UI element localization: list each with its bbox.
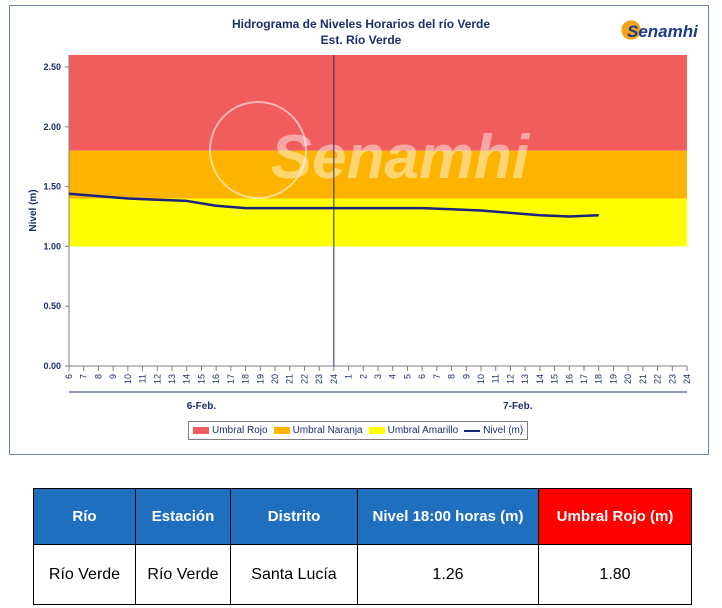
watermark-text: Senamhi bbox=[271, 123, 531, 192]
threshold-band-0 bbox=[69, 55, 687, 151]
legend-item-nivel: Nivel (m) bbox=[464, 425, 523, 436]
x-tick-label: 22 bbox=[653, 374, 663, 384]
x-tick-label: 11 bbox=[138, 374, 148, 383]
y-tick-label: 0.00 bbox=[43, 361, 61, 371]
header-estacion: Estación bbox=[135, 488, 231, 545]
x-tick-label: 23 bbox=[314, 374, 324, 384]
table-header-row: Río Estación Distrito Nivel 18:00 horas … bbox=[33, 488, 692, 545]
y-tick-label: 0.50 bbox=[43, 301, 61, 311]
x-tick-label: 9 bbox=[108, 374, 118, 379]
x-tick-label: 7 bbox=[79, 374, 89, 379]
legend-line-nivel bbox=[464, 429, 481, 432]
legend-swatch-rojo bbox=[193, 427, 209, 434]
x-tick-label: 7 bbox=[432, 374, 442, 379]
x-tick-label: 15 bbox=[196, 374, 206, 384]
legend-label-naranja: Umbral Naranja bbox=[292, 425, 363, 436]
sun-icon bbox=[616, 15, 646, 45]
legend-item-rojo: Umbral Rojo bbox=[193, 425, 268, 436]
legend-label-nivel: Nivel (m) bbox=[483, 425, 524, 436]
x-tick-label: 9 bbox=[461, 374, 471, 379]
x-tick-label: 12 bbox=[505, 374, 515, 384]
x-tick-label: 20 bbox=[623, 374, 633, 384]
watermark-sun-icon bbox=[209, 101, 307, 199]
cell-umbral-rojo: 1.80 bbox=[538, 544, 692, 605]
x-tick-label: 16 bbox=[564, 374, 574, 384]
header-rio: Río bbox=[33, 488, 136, 545]
x-tick-label: 8 bbox=[447, 374, 457, 379]
legend-item-amarillo: Umbral Amarillo bbox=[368, 425, 459, 436]
x-tick-label: 10 bbox=[476, 374, 486, 384]
x-tick-label: 17 bbox=[226, 374, 236, 384]
chart-subtitle: Est. Río Verde bbox=[320, 33, 402, 47]
threshold-band-1 bbox=[69, 150, 687, 199]
threshold-band-2 bbox=[69, 198, 687, 247]
table-row: Río Verde Río Verde Santa Lucía 1.26 1.8… bbox=[33, 544, 692, 605]
x-tick-label: 6 bbox=[64, 374, 74, 379]
x-tick-label: 21 bbox=[638, 374, 648, 384]
x-tick-label: 1 bbox=[344, 374, 354, 379]
legend-item-naranja: Umbral Naranja bbox=[273, 425, 363, 436]
logo-text: Senamhi bbox=[627, 22, 698, 41]
x-tick-label: 24 bbox=[329, 374, 339, 384]
header-nivel: Nivel 18:00 horas (m) bbox=[357, 488, 539, 545]
x-tick-label: 5 bbox=[402, 374, 412, 379]
header-umbral-rojo: Umbral Rojo (m) bbox=[538, 488, 692, 545]
x-tick-label: 6 bbox=[417, 374, 427, 379]
y-tick-label: 2.00 bbox=[43, 122, 61, 132]
y-tick-label: 1.00 bbox=[43, 241, 61, 251]
x-tick-label: 15 bbox=[550, 374, 560, 384]
senamhi-logo: Senamhi bbox=[614, 13, 698, 49]
hydrograph-chart: Senamhi 0.00 0.50 1.00 1.50 2.00 2.50 Nivel (m)… bbox=[28, 55, 692, 412]
x-tick-label: 12 bbox=[152, 374, 162, 384]
x-tick-label: 18 bbox=[241, 374, 251, 384]
station-info-table: Río Estación Distrito Nivel 18:00 horas … bbox=[33, 488, 692, 605]
chart-legend: Umbral Rojo Umbral Naranja Umbral Amaril… bbox=[188, 421, 529, 440]
x-tick-label: 14 bbox=[182, 374, 192, 384]
x-tick-label: 2 bbox=[358, 374, 368, 379]
y-tick-label: 1.50 bbox=[43, 182, 61, 192]
x-tick-label: 20 bbox=[270, 374, 280, 384]
x-tick-label: 22 bbox=[299, 374, 309, 384]
legend-label-rojo: Umbral Rojo bbox=[212, 425, 268, 436]
day-label: 6-Feb. bbox=[187, 401, 217, 412]
cell-rio: Río Verde bbox=[33, 544, 136, 605]
x-tick-label: 19 bbox=[255, 374, 265, 384]
x-tick-label: 18 bbox=[594, 374, 604, 384]
x-tick-label: 10 bbox=[123, 374, 133, 384]
cell-distrito: Santa Lucía bbox=[230, 544, 358, 605]
x-tick-label: 16 bbox=[211, 374, 221, 384]
chart-title: Hidrograma de Niveles Horarios del río V… bbox=[231, 17, 491, 31]
x-tick-label: 4 bbox=[388, 374, 398, 379]
x-tick-label: 8 bbox=[93, 374, 103, 379]
y-axis-label: Nivel (m) bbox=[28, 189, 39, 231]
x-tick-label: 23 bbox=[667, 374, 677, 384]
legend-swatch-naranja bbox=[273, 427, 290, 434]
x-tick-label: 13 bbox=[520, 374, 530, 384]
cell-estacion: Río Verde bbox=[135, 544, 231, 605]
x-tick-label: 14 bbox=[535, 374, 545, 384]
x-tick-label: 21 bbox=[285, 374, 295, 384]
series-line-0 bbox=[68, 192, 599, 218]
legend-swatch-amarillo bbox=[368, 427, 385, 434]
x-tick-label: 17 bbox=[579, 374, 589, 384]
x-tick-label: 11 bbox=[491, 374, 501, 383]
x-tick-label: 19 bbox=[608, 374, 618, 384]
day-label: 7-Feb. bbox=[503, 401, 533, 412]
y-tick-label: 2.50 bbox=[43, 62, 61, 72]
legend-label-amarillo: Umbral Amarillo bbox=[387, 425, 459, 436]
header-distrito: Distrito bbox=[230, 488, 358, 545]
cell-nivel: 1.26 bbox=[357, 544, 539, 605]
x-tick-label: 3 bbox=[373, 374, 383, 379]
x-tick-label: 24 bbox=[682, 374, 692, 384]
x-tick-label: 13 bbox=[167, 374, 177, 384]
